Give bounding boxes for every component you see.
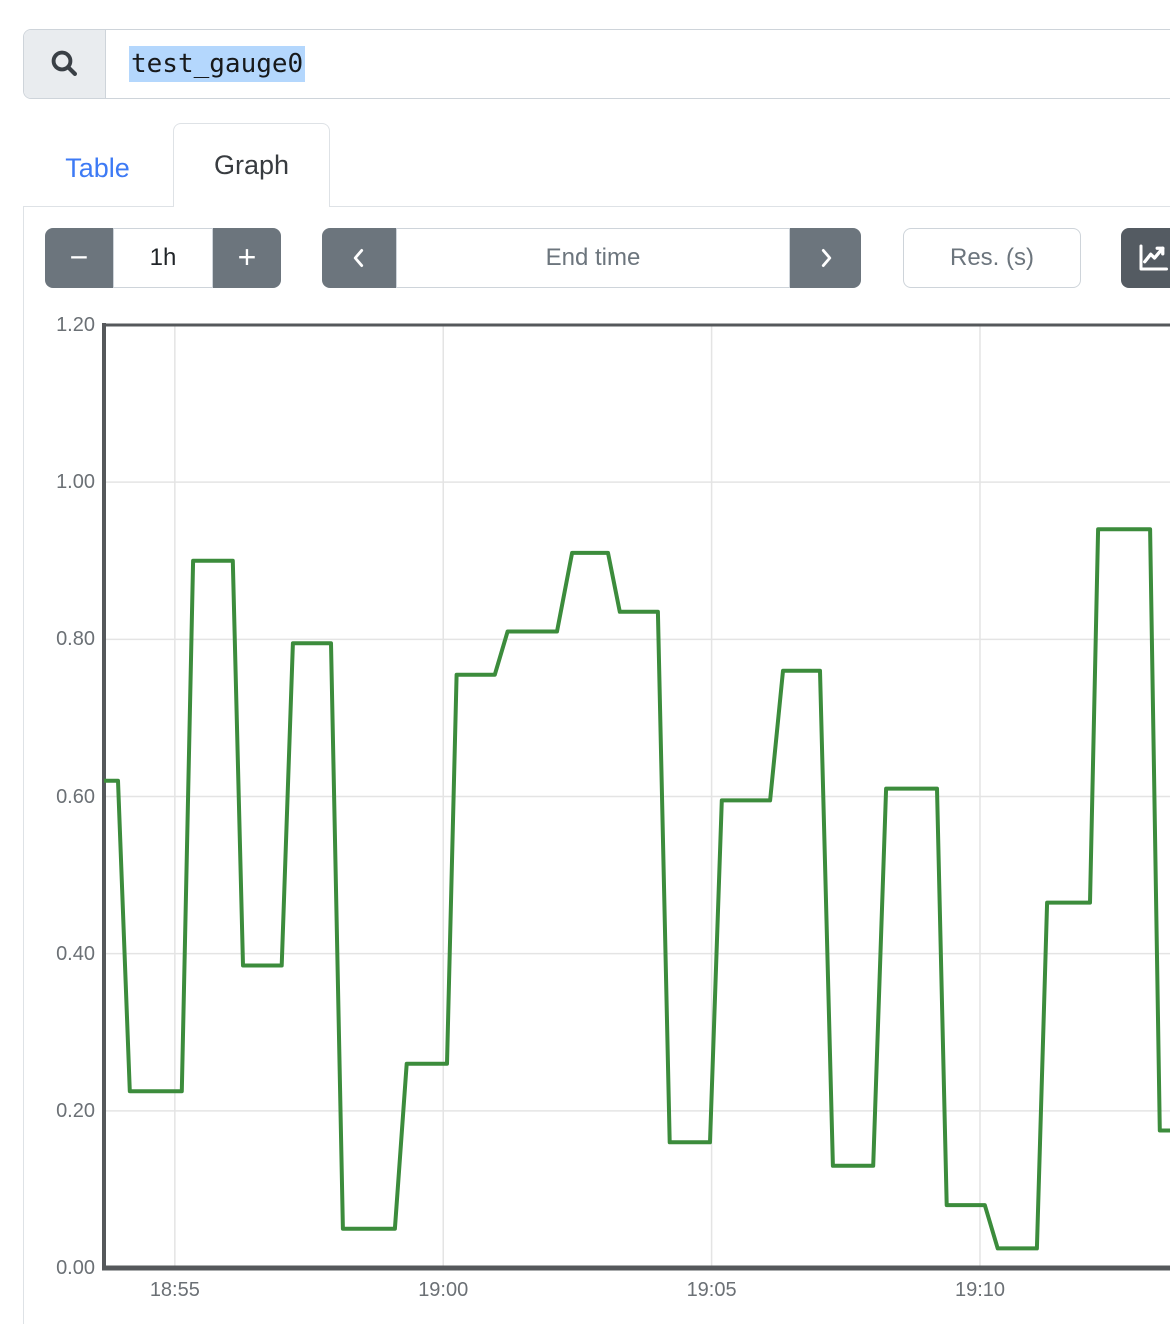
y-tick-label: 1.20 xyxy=(56,314,95,336)
time-forward-button[interactable] xyxy=(790,228,861,288)
range-increase-button[interactable]: + xyxy=(213,228,281,288)
expression-input-group: test_gauge0 xyxy=(23,29,1170,99)
range-value: 1h xyxy=(149,244,177,271)
y-tick-label: 0.00 xyxy=(56,1257,95,1279)
range-input[interactable]: 1h xyxy=(113,228,213,288)
expression-input[interactable]: test_gauge0 xyxy=(106,30,1170,98)
tab-graph[interactable]: Graph xyxy=(173,123,330,207)
range-decrease-button[interactable]: − xyxy=(45,228,113,288)
search-icon xyxy=(51,50,77,77)
tab-graph-label: Graph xyxy=(213,150,290,180)
y-tick-label: 0.80 xyxy=(56,628,95,651)
y-tick-label: 0.20 xyxy=(56,1099,95,1122)
expression-text: test_gauge0 xyxy=(129,46,306,82)
y-tick-label: 0.40 xyxy=(56,942,95,965)
chevron-left-icon xyxy=(353,249,364,267)
x-tick-label: 19:05 xyxy=(686,1279,737,1301)
plus-icon: + xyxy=(237,238,257,275)
minus-icon: − xyxy=(69,238,89,275)
resolution-placeholder: Res. (s) xyxy=(950,244,1034,271)
tab-content-panel xyxy=(23,206,1170,1324)
end-time-placeholder: End time xyxy=(545,244,641,271)
end-time-input[interactable]: End time xyxy=(396,228,790,288)
time-back-button[interactable] xyxy=(322,228,396,288)
graph-display-button[interactable] xyxy=(1121,228,1170,288)
x-tick-label: 18:55 xyxy=(149,1279,200,1301)
chart-line-icon xyxy=(1139,244,1168,271)
tab-table[interactable]: Table xyxy=(65,152,130,183)
x-tick-label: 19:00 xyxy=(418,1279,469,1301)
x-tick-label: 19:10 xyxy=(954,1279,1006,1301)
y-tick-label: 0.60 xyxy=(56,785,95,808)
y-tick-label: 1.00 xyxy=(56,471,95,494)
chevron-right-icon xyxy=(821,249,831,267)
search-addon xyxy=(24,30,106,98)
resolution-input[interactable]: Res. (s) xyxy=(903,228,1081,288)
